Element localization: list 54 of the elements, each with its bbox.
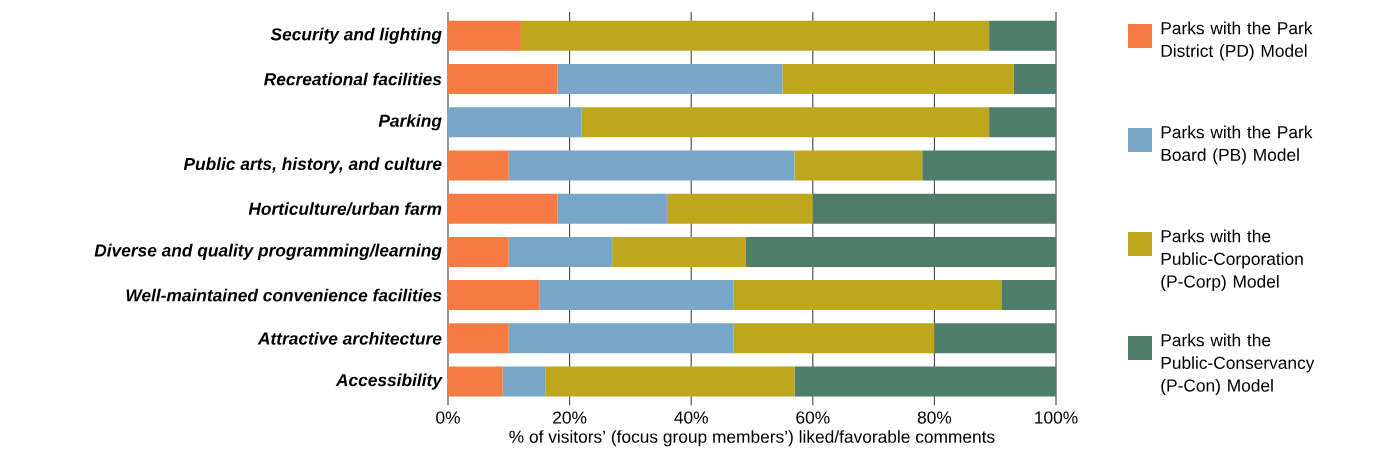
legend-label: Parks with the Park District (PD) Model (1161, 21, 1313, 61)
bar (1001, 280, 1057, 311)
y-tick-label: Diverse and quality programming/learning (94, 243, 442, 260)
x-tick-label: 20% (553, 411, 587, 424)
bar (812, 193, 1057, 224)
x-tick-label: 0% (436, 411, 460, 424)
y-tick-label: Security and lighting (270, 27, 442, 44)
x-tick-label: 80% (917, 411, 952, 424)
x-tick-label: 40% (674, 411, 708, 424)
legend-label: Parks with the Park Board (PB) Model (1161, 125, 1313, 165)
bar (508, 323, 734, 354)
bar (508, 236, 613, 267)
bar (448, 193, 558, 224)
bar (922, 150, 1057, 181)
legend-label: Parks with the Public-Conservancy (P-Con) Model (1161, 333, 1315, 396)
x-tick-label: 100% (1035, 411, 1078, 424)
bar (989, 20, 1057, 51)
y-tick-label: Public arts, history, and culture (183, 157, 442, 174)
bar (733, 280, 1002, 311)
bar (448, 107, 582, 138)
bar (581, 107, 990, 138)
bar (733, 323, 935, 354)
bar (448, 150, 509, 181)
bar (1013, 64, 1057, 94)
y-tick-label: Recreational facilities (264, 72, 442, 86)
bar (539, 280, 734, 311)
bar (448, 64, 558, 94)
bar (782, 64, 1014, 94)
x-axis-title: % of visitors’ (focus group members’) liked/favorable comments (509, 430, 995, 447)
bar (612, 236, 746, 267)
bar (745, 236, 1057, 267)
bar (520, 20, 990, 51)
bar (448, 236, 509, 267)
legend-label: Parks with the Public-Corporation (P-Corp) Model (1161, 229, 1303, 292)
bar (448, 280, 540, 311)
y-tick-label: Well-maintained convenience facilities (126, 288, 442, 302)
y-tick-label: Horticulture/urban farm (248, 202, 442, 216)
bar (557, 193, 667, 224)
bar (508, 150, 795, 181)
bar (448, 366, 503, 397)
bar (557, 64, 783, 94)
y-tick-label: Accessibility (335, 373, 443, 390)
y-tick-label: Parking (378, 114, 442, 131)
bar (448, 323, 509, 354)
bar (502, 366, 546, 397)
bar (794, 150, 923, 181)
bar (545, 366, 795, 397)
x-tick-label: 60% (796, 411, 830, 424)
bar (666, 193, 813, 224)
bar (934, 323, 1057, 354)
y-tick-label: Attractive architecture (257, 331, 442, 345)
bar (989, 107, 1057, 138)
bar (448, 20, 521, 51)
bar (794, 366, 1057, 397)
